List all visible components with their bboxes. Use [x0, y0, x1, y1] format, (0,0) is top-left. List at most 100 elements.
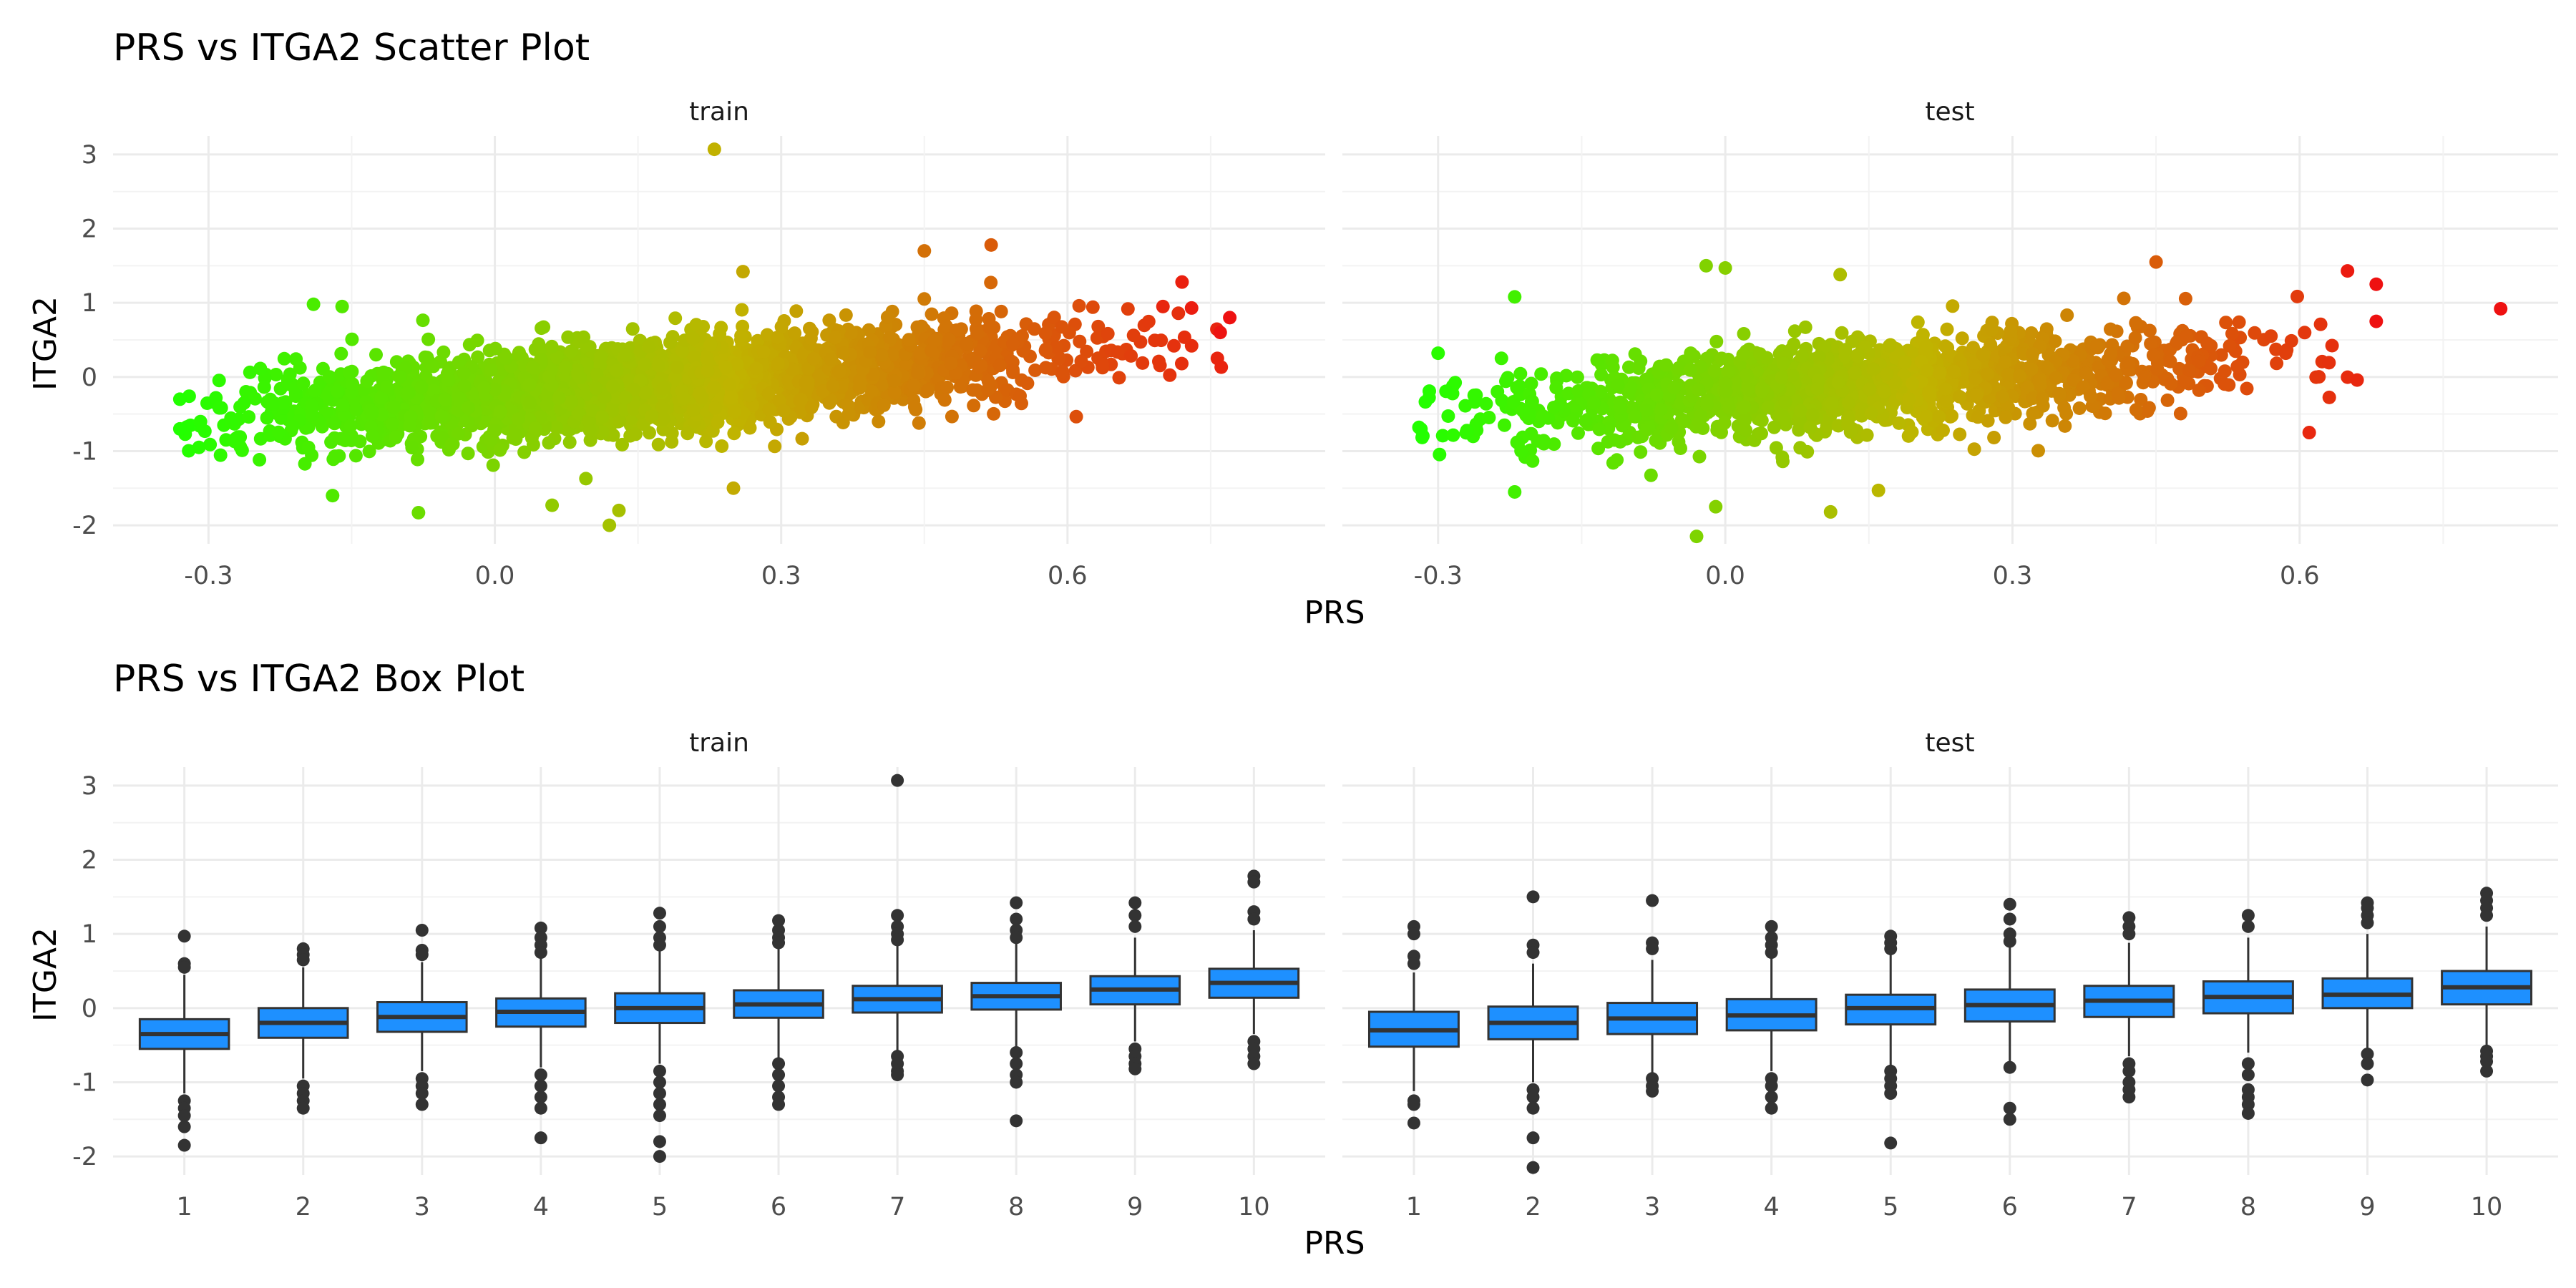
scatter-point — [1755, 384, 1769, 399]
scatter-point — [2120, 339, 2135, 353]
scatter-point — [577, 330, 591, 344]
y-tick-label: 2 — [82, 215, 97, 244]
scatter-point — [1841, 396, 1855, 410]
scatter-point — [2230, 359, 2245, 374]
box-y-axis: -2 -1 0 1 2 3 — [72, 772, 97, 1171]
scatter-point — [727, 426, 741, 441]
scatter-point — [334, 346, 348, 361]
scatter-point — [756, 345, 771, 359]
box-panel-train: 1 2 3 4 5 6 7 8 9 10 — [113, 767, 1325, 1221]
scatter-point — [887, 385, 902, 399]
scatter-point — [1674, 441, 1687, 455]
scatter-point — [1971, 410, 1985, 424]
scatter-point — [572, 406, 586, 421]
box-outlier — [653, 938, 666, 952]
scatter-point — [1516, 404, 1530, 418]
scatter-point — [2048, 334, 2062, 348]
scatter-point — [2024, 326, 2039, 340]
scatter-point — [2322, 356, 2336, 370]
box-outlier — [891, 1068, 904, 1082]
y-tick-label: 3 — [82, 141, 97, 170]
scatter-point — [305, 398, 319, 412]
scatter-point — [2032, 374, 2046, 388]
scatter-point — [426, 384, 441, 398]
scatter-point — [2052, 386, 2067, 401]
box-outlier — [1884, 1136, 1898, 1150]
scatter-point — [937, 393, 952, 407]
scatter-point — [1499, 374, 1513, 389]
scatter-point — [461, 447, 475, 461]
scatter-point — [477, 381, 491, 395]
scatter-point — [1966, 356, 1981, 370]
scatter-point — [1818, 340, 1832, 354]
scatter-point — [763, 415, 777, 429]
box-7 — [2083, 911, 2175, 1104]
scatter-point — [605, 379, 620, 394]
scatter-point — [1955, 331, 1969, 346]
scatter-point — [2119, 376, 2133, 390]
scatter-point — [804, 331, 818, 346]
scatter-point — [2290, 289, 2304, 303]
scatter-point — [1547, 401, 1561, 414]
scatter-point — [788, 326, 802, 341]
scatter-point — [1634, 445, 1648, 459]
box-6 — [1963, 897, 2056, 1126]
box-outlier — [653, 907, 666, 920]
box-outlier — [177, 930, 191, 943]
scatter-point — [1479, 396, 1493, 411]
scatter-point — [1013, 389, 1027, 403]
scatter-point-outlier — [2149, 255, 2163, 269]
scatter-point — [2084, 389, 2097, 404]
scatter-point — [625, 322, 640, 336]
scatter-point — [2129, 316, 2143, 330]
scatter-point — [1622, 360, 1636, 374]
scatter-point — [393, 370, 407, 384]
box-outlier — [2003, 912, 2016, 926]
scatter-point — [2072, 401, 2087, 415]
scatter-point — [1441, 409, 1455, 423]
scatter-point — [1672, 361, 1686, 375]
box-outlier — [1247, 1057, 1261, 1070]
scatter-point — [877, 398, 891, 412]
box-outlier — [653, 1087, 666, 1100]
scatter-point — [806, 351, 821, 366]
scatter-point — [1639, 404, 1654, 418]
scatter-point — [1526, 454, 1540, 468]
scatter-point — [1566, 414, 1580, 428]
scatter-point — [243, 365, 257, 379]
scatter-point — [424, 415, 437, 429]
scatter-point — [401, 386, 416, 400]
scatter-point — [2031, 444, 2045, 458]
scatter-point — [655, 400, 670, 414]
scatter-point — [343, 419, 358, 433]
box-outlier — [415, 1098, 429, 1111]
scatter-point — [1435, 429, 1450, 443]
scatter-point — [301, 440, 316, 454]
scatter-point-outlier — [2369, 314, 2384, 328]
scatter-point — [438, 392, 452, 406]
scatter-point — [1860, 428, 1874, 442]
scatter-point — [912, 416, 926, 430]
scatter-point-outlier — [326, 489, 340, 503]
box-outlier — [415, 948, 429, 962]
x-tick-label: 4 — [1764, 1193, 1780, 1221]
scatter-point — [1069, 409, 1083, 424]
scatter-point — [1863, 382, 1877, 396]
box-outlier — [653, 1075, 666, 1089]
x-tick-label: 5 — [652, 1193, 668, 1221]
scatter-point — [2026, 346, 2040, 361]
scatter-point — [615, 437, 629, 452]
scatter-point — [1570, 370, 1584, 384]
scatter-point — [445, 437, 459, 452]
scatter-point — [1494, 351, 1508, 366]
scatter-point — [570, 363, 585, 377]
scatter-point — [2313, 317, 2328, 331]
scatter-point — [1460, 424, 1474, 438]
scatter-point — [1985, 323, 1999, 337]
scatter-point — [1810, 381, 1825, 396]
scatter-point — [618, 391, 633, 405]
scatter-point — [1919, 409, 1933, 424]
scatter-point-outlier — [1431, 346, 1445, 361]
x-tick-label: 2 — [296, 1193, 311, 1221]
box-outlier — [1128, 896, 1142, 909]
